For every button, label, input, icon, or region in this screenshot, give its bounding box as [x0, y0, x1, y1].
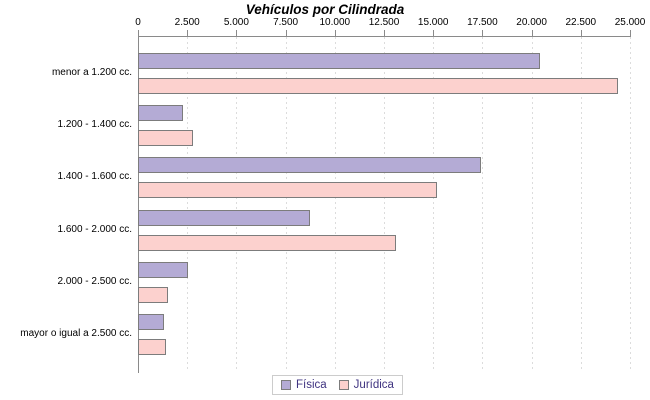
- x-tick-label: 12.500: [368, 17, 400, 28]
- gridline: [630, 37, 631, 371]
- gridline: [531, 37, 533, 371]
- x-tick-label: 5.000: [223, 17, 249, 28]
- x-axis-tick: [531, 30, 533, 36]
- x-tick-label: 25.000: [614, 17, 646, 28]
- x-tick-label: 0: [135, 17, 141, 28]
- gridline: [384, 37, 385, 371]
- category-label: 1.200 - 1.400 cc.: [57, 119, 133, 130]
- x-axis-tick: [630, 30, 631, 36]
- x-axis-tick: [580, 30, 582, 36]
- bar-fisica: [138, 314, 164, 330]
- x-axis-tick: [285, 30, 287, 36]
- bar-juridica: [138, 235, 396, 251]
- x-axis-tick: [433, 30, 435, 36]
- x-axis-tick: [187, 30, 189, 36]
- bar-juridica: [138, 339, 166, 355]
- legend-swatch-icon: [338, 380, 349, 390]
- category-label: 2.000 - 2.500 cc.: [57, 276, 133, 287]
- gridline: [580, 37, 582, 371]
- x-axis-tick: [334, 30, 336, 36]
- legend-item-fisica: Física: [281, 379, 327, 391]
- category-label: 1.400 - 1.600 cc.: [57, 171, 133, 182]
- legend-label: Física: [296, 379, 327, 391]
- category-label: mayor o igual a 2.500 cc.: [20, 328, 132, 339]
- gridline: [433, 37, 435, 371]
- x-axis-tick: [482, 30, 484, 36]
- bar-juridica: [138, 182, 437, 198]
- category-label: 1.600 - 2.000 cc.: [57, 224, 133, 235]
- gridline: [285, 37, 287, 371]
- gridline: [187, 37, 189, 371]
- x-tick-label: 17.500: [467, 17, 498, 28]
- bar-fisica: [138, 210, 310, 226]
- gridline: [482, 37, 484, 371]
- x-tick-label: 2.500: [174, 17, 200, 28]
- legend-swatch-icon: [281, 380, 291, 390]
- gridline: [236, 37, 238, 371]
- bar-fisica: [138, 105, 183, 121]
- bar-juridica: [138, 287, 168, 303]
- chart-title: Vehículos por Cilindrada: [245, 2, 405, 17]
- bar-juridica: [138, 78, 618, 94]
- bar-fisica: [138, 262, 188, 278]
- x-axis-tick: [384, 30, 385, 36]
- x-axis-tick: [236, 30, 238, 36]
- x-tick-label: 7.500: [273, 17, 299, 28]
- x-tick-label: 15.000: [417, 17, 449, 28]
- bar-fisica: [138, 53, 540, 69]
- bar-fisica: [138, 157, 481, 173]
- legend-item-juridica: Jurídica: [338, 379, 394, 391]
- x-tick-label: 22.500: [565, 17, 597, 28]
- x-tick-label: 20.000: [516, 17, 547, 28]
- legend: Física Jurídica: [272, 375, 403, 395]
- x-axis-tick: [138, 30, 139, 36]
- x-axis-line: [138, 36, 631, 37]
- y-axis-line: [138, 36, 139, 373]
- gridline: [334, 37, 336, 371]
- bar-juridica: [138, 130, 193, 146]
- legend-label: Jurídica: [353, 379, 394, 391]
- category-label: menor a 1.200 cc.: [51, 67, 132, 78]
- x-tick-label: 10.000: [319, 17, 351, 28]
